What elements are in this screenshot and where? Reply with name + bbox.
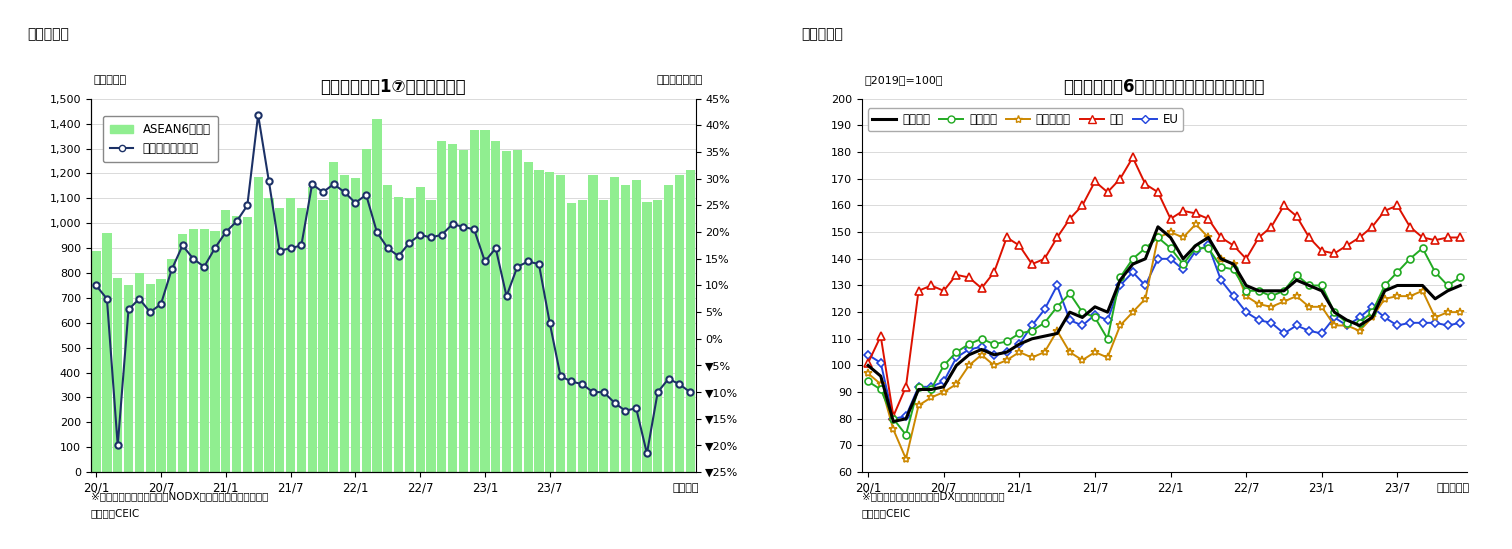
Bar [513,150,522,472]
Bar [156,279,165,472]
Bar [685,170,694,472]
Bar [210,231,219,472]
Bar [243,217,253,472]
Bar [578,200,587,472]
Legend: 輸出全体, 東アジア, 東南アジア, 北米, EU: 輸出全体, 東アジア, 東南アジア, 北米, EU [868,109,1184,131]
Bar [405,198,414,472]
Bar [653,200,662,472]
Bar [372,119,381,472]
Bar [470,130,479,472]
Bar [135,273,144,472]
Bar [588,175,597,472]
Title: アセアン主要6カ国　仕向け地別の輸出動向: アセアン主要6カ国 仕向け地別の輸出動向 [1063,78,1266,96]
Bar [361,149,370,472]
Bar [599,200,608,472]
Bar [632,180,641,472]
Bar [265,198,274,472]
Bar [643,202,652,472]
Text: （図表１）: （図表１） [27,27,70,42]
Text: ※シンガポールの輸出額はNODX（石油と再輸出除く）。: ※シンガポールの輸出額はNODX（石油と再輸出除く）。 [91,491,268,501]
Bar [178,234,187,472]
Bar [351,178,360,472]
Text: （年／月）: （年／月） [1436,483,1470,493]
Bar [383,184,392,472]
Bar [221,210,230,472]
Bar [534,170,543,472]
Bar [92,251,101,472]
Bar [502,151,511,472]
Bar [556,175,565,472]
Bar [481,130,490,472]
Bar [103,233,112,472]
Bar [437,141,446,472]
Bar [189,229,198,472]
Bar [286,198,295,472]
Text: （年月）: （年月） [671,483,699,493]
Title: アセアン主覘1⑦カ国の輸出額: アセアン主覘1⑦カ国の輸出額 [321,78,466,96]
Bar [145,284,154,472]
Text: （前年同月比）: （前年同月比） [656,75,703,85]
Bar [319,200,328,472]
Bar [567,203,576,472]
Bar [416,187,425,472]
Bar [395,197,404,472]
Bar [124,285,133,472]
Bar [621,184,631,472]
Bar [458,150,467,472]
Text: （2019年=100）: （2019年=100） [865,75,943,85]
Bar [674,175,683,472]
Bar [168,259,177,472]
Bar [113,278,122,472]
Legend: ASEAN6カ国計, 増加率（右目盛）: ASEAN6カ国計, 増加率（右目盛） [103,116,218,162]
Text: ※シンガポールの輸出額はDX（再輸出除く）。: ※シンガポールの輸出額はDX（再輸出除く）。 [862,491,1004,501]
Bar [609,177,618,472]
Text: （資料）CEIC: （資料）CEIC [862,508,912,518]
Bar [426,200,435,472]
Bar [200,229,209,472]
Bar [523,163,532,472]
Bar [231,216,240,472]
Bar [275,208,284,472]
Bar [491,141,500,472]
Text: （資料）CEIC: （資料）CEIC [91,508,141,518]
Bar [307,187,316,472]
Bar [546,172,555,472]
Bar [296,208,305,472]
Bar [254,177,263,472]
Bar [330,163,339,472]
Text: （億ドル）: （億ドル） [94,75,127,85]
Text: （図表２）: （図表２） [801,27,844,42]
Bar [448,144,457,472]
Bar [340,175,349,472]
Bar [664,184,673,472]
